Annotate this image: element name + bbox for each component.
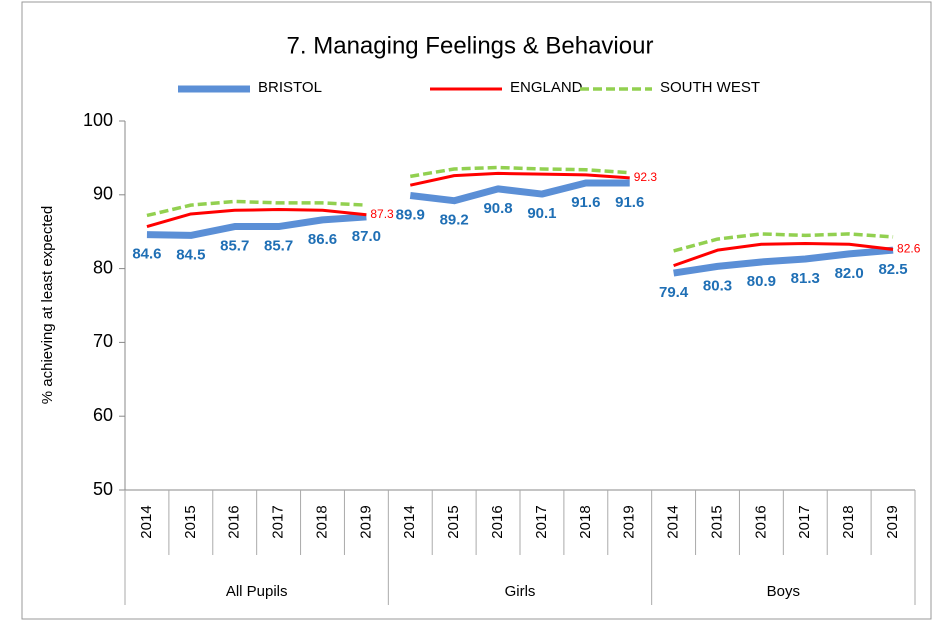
- series-line: [146, 208, 367, 228]
- data-label: 87.3: [370, 207, 394, 221]
- series-line: [409, 171, 630, 187]
- data-label: 85.7: [220, 238, 249, 255]
- data-label: 82.5: [878, 261, 907, 278]
- data-label: 86.6: [308, 231, 337, 248]
- x-tick-label: 2017: [796, 505, 813, 538]
- data-label: 79.4: [659, 284, 689, 301]
- x-tick-label: 2019: [621, 505, 638, 538]
- legend-label: BRISTOL: [258, 79, 322, 96]
- data-label: 89.2: [440, 212, 469, 229]
- y-tick-label: 100: [83, 110, 113, 130]
- x-tick-label: 2018: [577, 505, 594, 538]
- x-tick-label: 2018: [313, 505, 330, 538]
- x-tick-label: 2017: [270, 505, 287, 538]
- chart-title: 7. Managing Feelings & Behaviour: [287, 32, 654, 59]
- data-label: 90.8: [483, 200, 512, 217]
- data-label: 80.3: [703, 277, 732, 294]
- series-line: [409, 179, 630, 205]
- x-tick-label: 2017: [533, 505, 550, 538]
- legend-label: SOUTH WEST: [660, 79, 760, 96]
- x-tick-label: 2014: [401, 505, 418, 538]
- data-label: 90.1: [527, 205, 556, 222]
- y-tick-label: 70: [93, 331, 113, 351]
- y-tick-label: 60: [93, 405, 113, 425]
- series-line: [673, 232, 894, 253]
- series-line: [673, 246, 894, 277]
- data-label: 81.3: [791, 270, 820, 287]
- data-label: 85.7: [264, 238, 293, 255]
- x-tick-label: 2019: [884, 505, 901, 538]
- y-axis-label: % achieving at least expected: [39, 206, 56, 404]
- x-tick-label: 2014: [138, 505, 155, 538]
- data-label: 80.9: [747, 273, 776, 290]
- series-line: [673, 242, 894, 268]
- data-label: 82.6: [897, 242, 921, 256]
- data-label: 91.6: [615, 194, 644, 211]
- group-label: Girls: [505, 583, 536, 600]
- x-tick-label: 2016: [489, 505, 506, 538]
- data-label: 87.0: [352, 228, 381, 245]
- y-tick-label: 50: [93, 479, 113, 499]
- series-line: [146, 213, 367, 239]
- x-tick-label: 2015: [708, 505, 725, 538]
- data-label: 92.3: [634, 170, 658, 184]
- group-label: Boys: [767, 583, 800, 600]
- data-label: 91.6: [571, 194, 600, 211]
- legend-label: ENGLAND: [510, 79, 583, 96]
- x-tick-label: 2016: [752, 505, 769, 538]
- group-label: All Pupils: [226, 583, 288, 600]
- x-tick-label: 2016: [226, 505, 243, 538]
- data-label: 82.0: [835, 265, 864, 282]
- x-tick-label: 2018: [840, 505, 857, 538]
- x-tick-label: 2015: [182, 505, 199, 538]
- data-label: 84.5: [176, 246, 205, 263]
- data-label: 84.6: [132, 246, 161, 263]
- y-tick-label: 90: [93, 184, 113, 204]
- x-tick-label: 2019: [357, 505, 374, 538]
- y-tick-label: 80: [93, 257, 113, 277]
- series-line: [409, 165, 630, 179]
- series-line: [146, 199, 367, 218]
- x-tick-label: 2015: [445, 505, 462, 538]
- data-label: 89.9: [396, 207, 425, 224]
- x-tick-label: 2014: [665, 505, 682, 538]
